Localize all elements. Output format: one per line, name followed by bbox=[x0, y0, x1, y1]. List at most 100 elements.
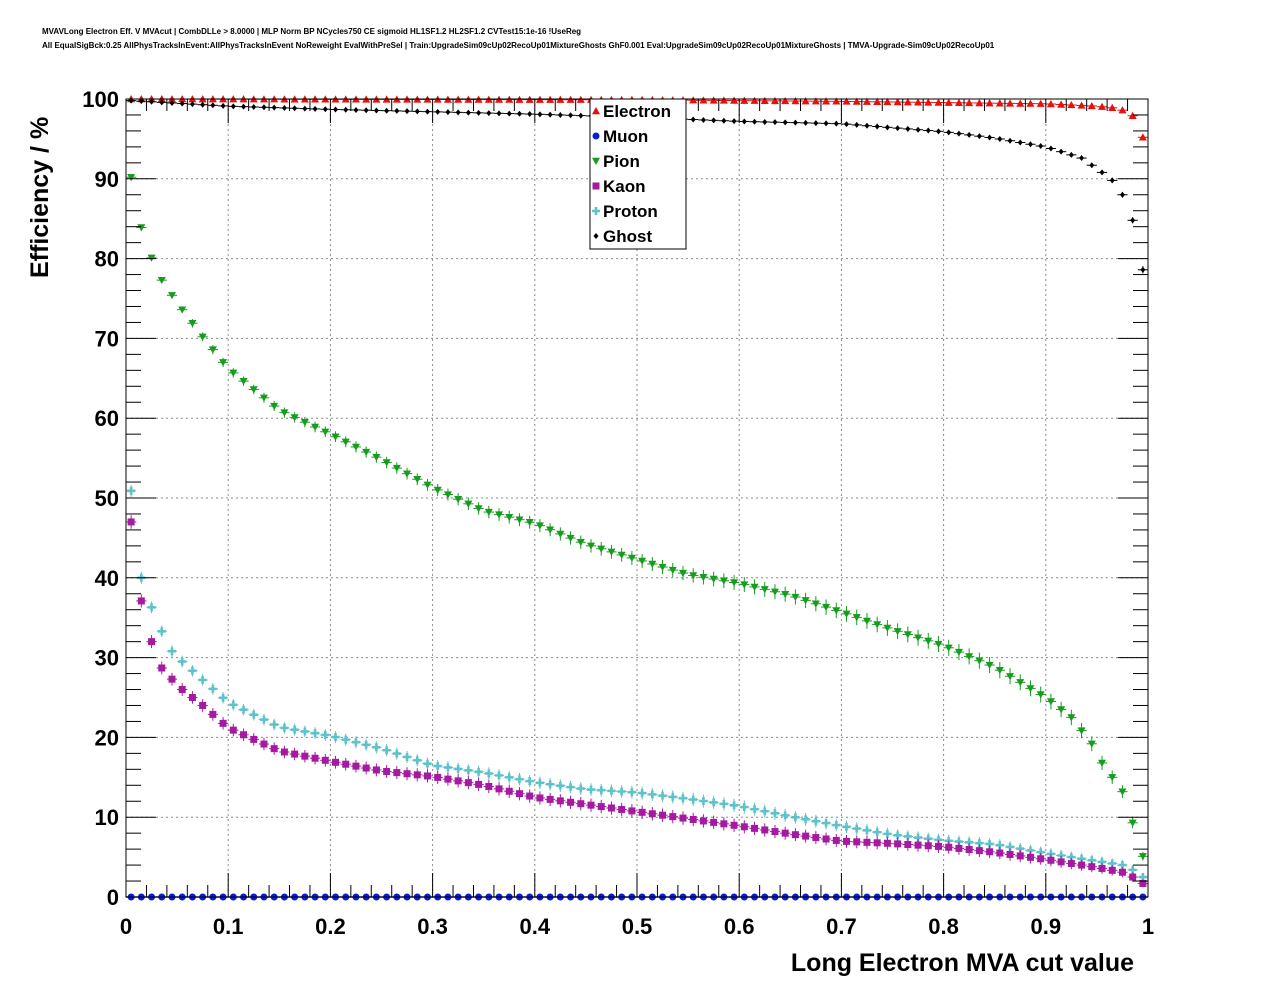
data-point-pion bbox=[566, 534, 575, 543]
data-point-kaon bbox=[168, 675, 176, 683]
data-point-ghost bbox=[1099, 169, 1105, 176]
data-point-proton bbox=[1016, 844, 1025, 853]
data-point-kaon bbox=[587, 801, 595, 809]
data-point-kaon bbox=[761, 826, 769, 834]
data-point-proton bbox=[413, 756, 422, 765]
data-point-pion bbox=[188, 320, 197, 328]
data-point-kaon bbox=[986, 848, 994, 856]
legend-marker-electron bbox=[592, 107, 600, 115]
data-point-ghost bbox=[486, 110, 492, 117]
data-point-kaon bbox=[802, 832, 810, 840]
data-point-proton bbox=[331, 733, 340, 742]
data-point-ghost bbox=[782, 119, 788, 126]
data-point-pion bbox=[249, 386, 258, 394]
data-point-ghost bbox=[261, 104, 267, 111]
data-point-pion bbox=[495, 511, 504, 519]
data-point-ghost bbox=[435, 108, 441, 115]
data-point-proton bbox=[822, 819, 831, 828]
data-point-pion bbox=[300, 418, 309, 427]
data-point-ghost bbox=[384, 107, 390, 114]
data-point-ghost bbox=[1017, 139, 1023, 146]
data-point-pion bbox=[546, 526, 555, 534]
data-point-kaon bbox=[812, 834, 820, 842]
data-point-pion bbox=[403, 470, 412, 478]
data-point-electron bbox=[811, 97, 820, 105]
data-point-proton bbox=[239, 705, 248, 714]
legend-box bbox=[589, 98, 687, 250]
data-point-pion bbox=[167, 292, 176, 300]
data-point-pion bbox=[1067, 714, 1076, 722]
data-point-pion bbox=[638, 557, 647, 565]
data-point-pion bbox=[668, 566, 677, 575]
data-point-kaon bbox=[597, 803, 605, 811]
data-point-ghost bbox=[333, 106, 339, 113]
data-point-kaon bbox=[536, 794, 544, 802]
data-point-electron bbox=[1016, 99, 1025, 107]
data-point-proton bbox=[495, 771, 504, 780]
data-point-pion bbox=[137, 224, 146, 232]
data-point-kaon bbox=[1006, 850, 1014, 858]
data-point-electron bbox=[801, 97, 810, 105]
legend: Electron Muon Pion Kaon Proton Ghost bbox=[589, 98, 687, 250]
data-point-proton bbox=[954, 837, 963, 846]
data-point-pion bbox=[392, 464, 401, 473]
data-point-proton bbox=[311, 729, 320, 738]
data-point-ghost bbox=[741, 118, 747, 125]
data-point-pion bbox=[883, 624, 892, 632]
data-point-kaon bbox=[556, 797, 564, 805]
data-point-pion bbox=[157, 276, 166, 285]
data-point-proton bbox=[924, 834, 933, 843]
data-point-proton bbox=[597, 786, 606, 795]
data-point-electron bbox=[934, 98, 943, 106]
data-point-electron bbox=[995, 99, 1004, 107]
data-point-proton bbox=[1067, 853, 1076, 862]
data-point-proton bbox=[229, 700, 238, 709]
data-point-ghost bbox=[721, 117, 727, 124]
data-point-proton bbox=[290, 725, 299, 734]
y-tick-label: 30 bbox=[95, 646, 119, 671]
data-point-kaon bbox=[526, 792, 534, 800]
data-point-kaon bbox=[250, 735, 258, 743]
data-point-electron bbox=[862, 97, 871, 105]
data-point-electron bbox=[750, 96, 759, 104]
y-axis-title: Efficiency / % bbox=[26, 117, 54, 278]
data-point-pion bbox=[648, 560, 657, 568]
data-point-pion bbox=[658, 563, 667, 572]
data-point-pion bbox=[893, 628, 902, 636]
data-point-kaon bbox=[1067, 859, 1075, 867]
data-point-kaon bbox=[730, 821, 738, 829]
x-tick-label: 0.1 bbox=[213, 914, 244, 939]
data-point-kaon bbox=[710, 818, 718, 826]
data-point-proton bbox=[832, 821, 841, 830]
data-point-electron bbox=[893, 98, 902, 106]
data-point-kaon bbox=[1037, 855, 1045, 863]
data-point-electron bbox=[689, 96, 698, 104]
data-point-kaon bbox=[567, 798, 575, 806]
data-point-ghost bbox=[690, 116, 696, 123]
data-point-pion bbox=[678, 569, 687, 578]
data-point-kaon bbox=[311, 754, 319, 762]
data-point-electron bbox=[883, 97, 892, 106]
data-point-proton bbox=[535, 778, 544, 787]
data-point-ghost bbox=[956, 130, 962, 137]
data-point-ghost bbox=[925, 127, 931, 134]
chart-title-line-2: All EqualSigBck:0.25 AllPhysTracksInEven… bbox=[42, 41, 995, 50]
data-point-proton bbox=[873, 828, 882, 837]
data-point-kaon bbox=[689, 816, 697, 824]
data-point-proton bbox=[157, 627, 166, 636]
data-point-proton bbox=[423, 759, 432, 768]
data-point-pion bbox=[873, 621, 882, 629]
data-point-ghost bbox=[1089, 162, 1095, 169]
data-point-proton bbox=[1006, 842, 1015, 851]
data-point-pion bbox=[903, 631, 912, 639]
data-point-electron bbox=[1046, 100, 1055, 108]
data-point-electron bbox=[1087, 101, 1096, 110]
y-tick-label: 60 bbox=[95, 406, 119, 431]
data-point-kaon bbox=[781, 829, 789, 837]
data-point-pion bbox=[331, 433, 340, 441]
x-tick-label: 0.8 bbox=[928, 914, 959, 939]
data-point-ghost bbox=[312, 105, 318, 112]
data-point-pion bbox=[924, 637, 933, 645]
data-point-electron bbox=[1067, 100, 1076, 109]
data-point-ghost bbox=[844, 121, 850, 128]
